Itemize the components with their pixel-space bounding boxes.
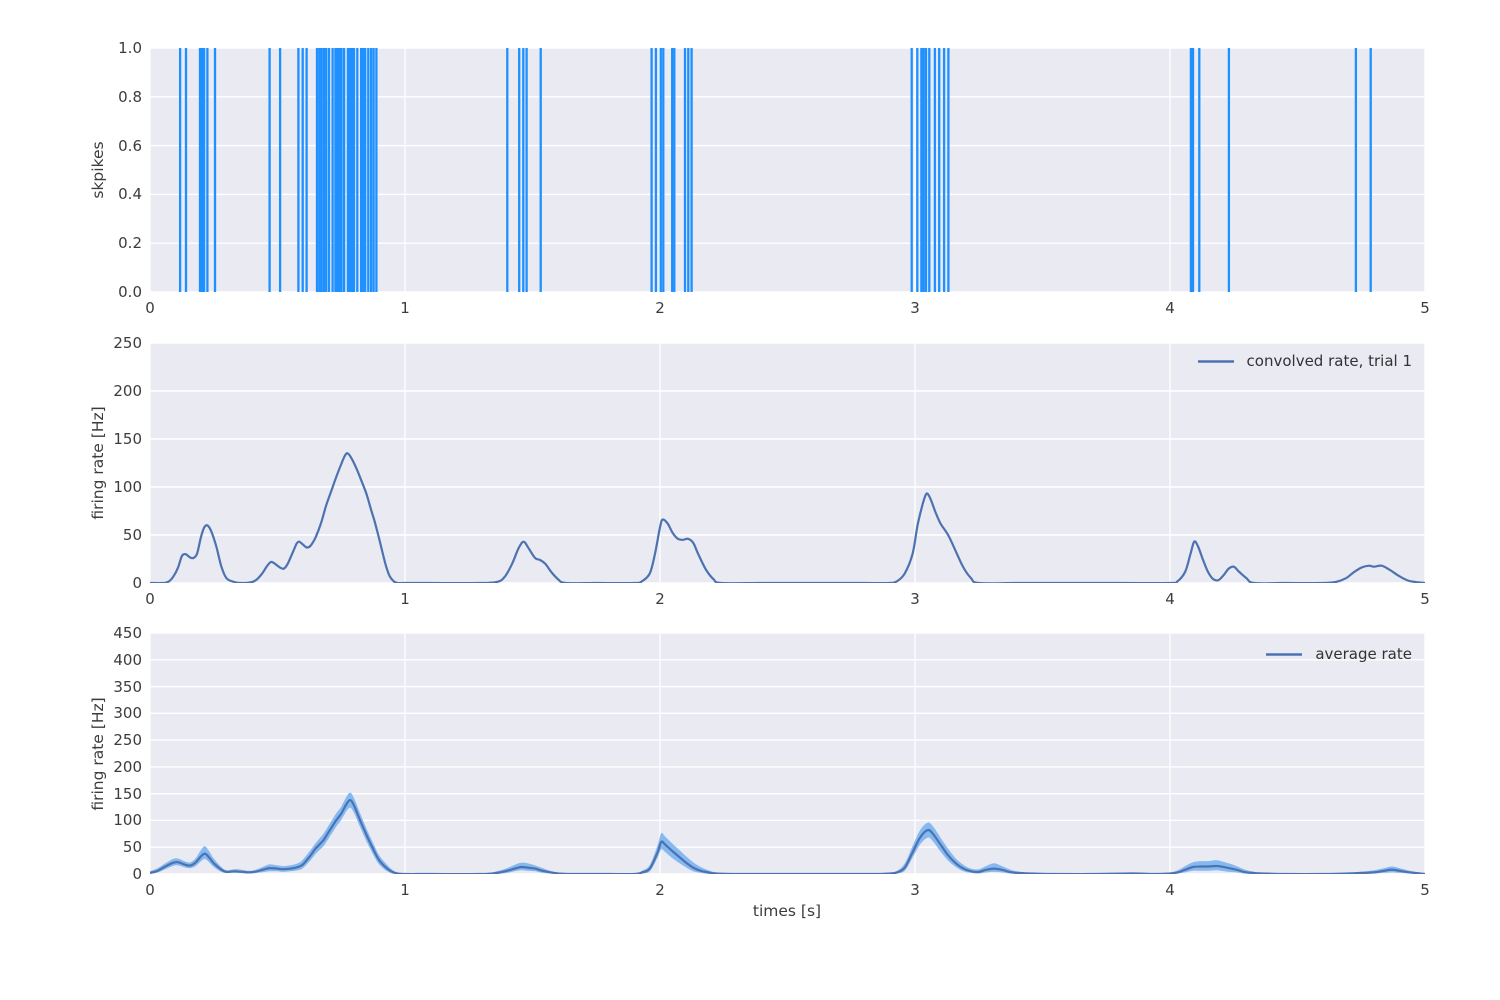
y-tick-label: 0.2 bbox=[118, 234, 142, 253]
y-tick-label: 350 bbox=[113, 677, 142, 696]
legend-label-convolved-rate: convolved rate, trial 1 bbox=[1246, 352, 1412, 370]
x-axis-label-times: times [s] bbox=[752, 902, 822, 920]
y-tick-label: 0.4 bbox=[118, 185, 142, 204]
y-tick-label: 1.0 bbox=[118, 39, 142, 57]
x-tick-label: 1 bbox=[400, 881, 410, 899]
x-tick-label: 4 bbox=[1165, 590, 1175, 608]
spike-lines bbox=[178, 48, 1372, 292]
legend-average-rate: average rate bbox=[1266, 645, 1412, 663]
y-tick-label: 200 bbox=[113, 382, 142, 400]
y-tick-label: 150 bbox=[113, 784, 142, 803]
y-tick-label: 0 bbox=[132, 574, 142, 592]
y-tick-label: 250 bbox=[113, 334, 142, 352]
y-tick-label: 250 bbox=[113, 731, 142, 750]
x-tick-label: 4 bbox=[1165, 881, 1175, 899]
x-tick-label: 1 bbox=[400, 299, 410, 317]
std-band bbox=[150, 792, 1425, 874]
legend-line-icon bbox=[1266, 652, 1303, 656]
legend-line-icon bbox=[1197, 359, 1234, 363]
x-tick-label: 0 bbox=[145, 881, 155, 899]
x-tick-label: 5 bbox=[1420, 590, 1430, 608]
x-tick-label: 3 bbox=[910, 590, 920, 608]
gridlines bbox=[150, 633, 1425, 874]
y-tick-label: 0.8 bbox=[118, 87, 142, 106]
convolved-rate-axes bbox=[150, 343, 1425, 583]
x-tick-label: 5 bbox=[1420, 299, 1430, 317]
y-tick-label: 400 bbox=[113, 650, 142, 669]
spike-raster-axes bbox=[150, 48, 1425, 292]
y-tick-label: 100 bbox=[113, 478, 142, 496]
y-tick-label: 0.6 bbox=[118, 136, 142, 155]
spike-raster-plot bbox=[150, 48, 1425, 292]
x-tick-label: 4 bbox=[1165, 299, 1175, 317]
x-tick-label: 1 bbox=[400, 590, 410, 608]
legend-convolved-rate: convolved rate, trial 1 bbox=[1197, 352, 1412, 370]
x-tick-label: 2 bbox=[655, 881, 665, 899]
average-rate-line bbox=[150, 799, 1425, 874]
average-rate-plot bbox=[150, 633, 1425, 874]
y-tick-label: 50 bbox=[122, 838, 142, 857]
y-tick-label: 200 bbox=[113, 757, 142, 776]
x-tick-label: 5 bbox=[1420, 881, 1430, 899]
y-tick-label: 50 bbox=[122, 526, 142, 544]
x-tick-label: 2 bbox=[655, 590, 665, 608]
x-tick-label: 3 bbox=[910, 881, 920, 899]
y-tick-label: 300 bbox=[113, 704, 142, 723]
x-tick-label: 0 bbox=[145, 299, 155, 317]
x-tick-label: 3 bbox=[910, 299, 920, 317]
y-tick-label: 150 bbox=[113, 430, 142, 448]
convolved-rate-plot bbox=[150, 343, 1425, 583]
y-axis-label-firing-rate-trial: firing rate [Hz] bbox=[89, 406, 107, 520]
y-tick-label: 0 bbox=[132, 865, 142, 883]
y-tick-label: 0.0 bbox=[118, 283, 142, 301]
x-tick-label: 2 bbox=[655, 299, 665, 317]
y-tick-label: 100 bbox=[113, 811, 142, 830]
convolved-rate-line bbox=[150, 452, 1425, 583]
y-tick-label: 450 bbox=[113, 624, 142, 642]
legend-label-average-rate: average rate bbox=[1315, 645, 1412, 663]
average-rate-axes bbox=[150, 633, 1425, 874]
x-tick-label: 0 bbox=[145, 590, 155, 608]
